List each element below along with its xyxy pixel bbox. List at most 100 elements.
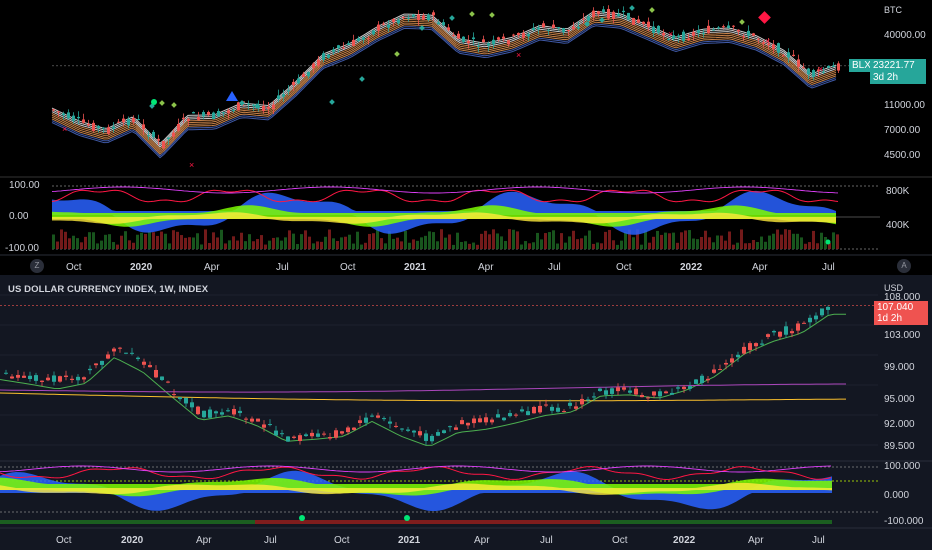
btc-volume-bar: [396, 237, 399, 249]
btc-candle: [632, 17, 635, 25]
dxy-candle: [382, 418, 386, 420]
dxy-candle: [400, 428, 404, 430]
dxy-candle: [328, 437, 332, 439]
btc-volume-bar: [260, 235, 263, 249]
btc-candle: [637, 19, 640, 23]
btc-candle: [657, 25, 660, 33]
btc-volume-bar: [512, 229, 515, 249]
btc-price-tick: 40000.00: [884, 30, 926, 41]
btc-candle: [277, 95, 280, 100]
btc-signal-diamond: [649, 7, 655, 13]
btc-candle: [647, 21, 650, 28]
btc-chart-canvas[interactable]: × × × × × ×: [0, 0, 932, 275]
btc-candle: [812, 70, 815, 77]
dxy-time-tick: Apr: [748, 535, 764, 546]
btc-time-tick: Apr: [752, 262, 768, 273]
btc-candle: [437, 22, 440, 25]
btc-candle: [607, 8, 610, 19]
dxy-chart-panel[interactable]: [0, 275, 932, 550]
zoom-button[interactable]: Z: [30, 259, 44, 273]
dxy-candle: [448, 426, 452, 428]
btc-candle: [767, 43, 770, 46]
dxy-candle: [424, 433, 428, 441]
dxy-candle: [10, 376, 14, 379]
btc-time-tick: 2021: [404, 262, 427, 273]
dxy-chart-canvas[interactable]: [0, 275, 932, 550]
dxy-candle: [70, 378, 74, 380]
dxy-candle: [658, 391, 662, 397]
btc-volume-bar: [192, 237, 195, 249]
btc-volume-bar: [616, 244, 619, 249]
dxy-candle: [322, 433, 326, 435]
btc-candle: [797, 59, 800, 67]
dxy-candle: [694, 379, 698, 384]
btc-buy-dot: [151, 99, 157, 105]
btc-candle: [117, 121, 120, 123]
btc-candle: [527, 34, 530, 37]
btc-candle: [287, 90, 290, 92]
btc-volume-bar: [460, 241, 463, 249]
btc-volume-bar: [548, 232, 551, 249]
btc-candle: [157, 138, 160, 141]
btc-candle: [497, 37, 500, 40]
btc-time-tick: Jul: [822, 262, 835, 273]
dxy-osc-signal-dot: [404, 515, 410, 521]
btc-candle: [267, 106, 270, 109]
btc-candle: [782, 55, 785, 57]
dxy-last-price-tag: 107.040: [874, 301, 928, 314]
btc-volume-bar: [668, 233, 671, 249]
btc-volume-bar: [620, 240, 623, 249]
btc-volume-bar: [636, 229, 639, 249]
dxy-candle: [364, 417, 368, 423]
dxy-candle: [4, 372, 8, 374]
btc-volume-bar: [592, 243, 595, 249]
btc-volume-bar: [200, 244, 203, 249]
dxy-candle: [574, 406, 578, 409]
btc-volume-bar: [824, 237, 827, 249]
btc-osc-tick: 0.00: [9, 211, 29, 222]
dxy-candle: [280, 433, 284, 435]
dxy-candle: [214, 411, 218, 414]
btc-candle: [787, 52, 790, 58]
dxy-price-tick: 92.000: [884, 419, 915, 430]
btc-sell-marker: ×: [62, 124, 67, 134]
btc-candle: [642, 21, 645, 24]
dxy-candle: [34, 375, 38, 381]
btc-chart-panel[interactable]: ×××××× BTC 40000.0017000.0011000.007000.…: [0, 0, 932, 275]
btc-candle: [622, 10, 625, 13]
btc-volume-bar: [380, 238, 383, 249]
btc-candle: [362, 37, 365, 40]
btc-candle: [722, 26, 725, 28]
dxy-candle: [538, 405, 542, 413]
dxy-candle: [730, 358, 734, 363]
dxy-price-tick: 99.000: [884, 362, 915, 373]
dxy-candle: [436, 432, 440, 436]
btc-candle: [542, 23, 545, 28]
auto-scale-button[interactable]: A: [897, 259, 911, 273]
btc-volume-bar: [80, 242, 83, 249]
btc-candle: [297, 78, 300, 84]
btc-volume-bar: [308, 236, 311, 249]
dxy-candle: [316, 433, 320, 437]
dxy-osc-tick: -100.000: [884, 516, 924, 527]
btc-candle: [802, 67, 805, 69]
btc-sell-diamond: [758, 11, 771, 24]
btc-candle: [617, 13, 620, 17]
btc-candle: [477, 45, 480, 47]
dxy-candle: [118, 347, 122, 349]
dxy-candle: [244, 418, 248, 420]
dxy-time-tick: 2022: [673, 535, 696, 546]
btc-candle: [677, 35, 680, 38]
btc-candle: [367, 38, 370, 40]
btc-candle: [212, 112, 215, 120]
btc-candle: [122, 118, 125, 123]
btc-volume-bar: [112, 242, 115, 249]
btc-volume-bar: [504, 240, 507, 249]
dxy-candle: [568, 402, 572, 406]
btc-candle: [567, 29, 570, 32]
btc-candle: [502, 36, 505, 39]
btc-candle: [667, 38, 670, 40]
btc-candle: [447, 27, 450, 31]
dxy-candle: [820, 308, 824, 316]
dxy-osc-yellow-wave: [0, 482, 832, 495]
